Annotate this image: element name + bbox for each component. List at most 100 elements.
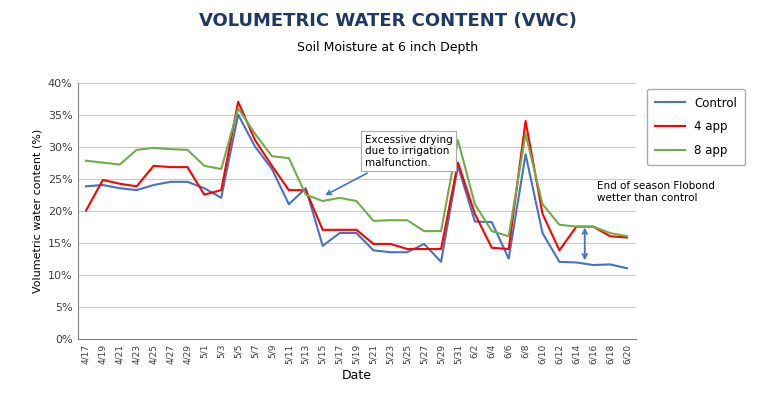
8 app xyxy=(149,145,158,150)
Control xyxy=(132,188,141,192)
8 app xyxy=(521,131,530,136)
4 app xyxy=(419,247,429,252)
8 app xyxy=(98,160,108,165)
Control xyxy=(622,266,632,271)
Control xyxy=(487,220,497,225)
8 app xyxy=(436,229,446,234)
Control xyxy=(115,186,125,191)
4 app xyxy=(622,235,632,240)
8 app xyxy=(470,202,480,206)
8 app xyxy=(115,162,125,167)
Control xyxy=(538,230,547,235)
Control xyxy=(453,163,463,168)
Control xyxy=(572,260,581,265)
Text: VOLUMETRIC WATER CONTENT (VWC): VOLUMETRIC WATER CONTENT (VWC) xyxy=(198,12,577,31)
4 app xyxy=(335,227,344,232)
4 app xyxy=(504,247,513,252)
Text: Soil Moisture at 6 inch Depth: Soil Moisture at 6 inch Depth xyxy=(297,41,478,54)
Control xyxy=(284,202,294,206)
4 app xyxy=(453,160,463,165)
Control xyxy=(555,259,564,264)
4 app xyxy=(166,165,175,170)
8 app xyxy=(453,138,463,142)
8 app xyxy=(335,195,344,200)
8 app xyxy=(555,222,564,227)
Text: End of season Flobond
wetter than control: End of season Flobond wetter than contro… xyxy=(597,181,715,203)
4 app xyxy=(436,247,446,252)
Line: 8 app: 8 app xyxy=(86,108,627,236)
Control xyxy=(250,144,260,149)
4 app xyxy=(572,224,581,229)
4 app xyxy=(81,208,91,213)
8 app xyxy=(622,234,632,239)
8 app xyxy=(538,202,547,206)
Text: Excessive drying
due to irrigation
malfunction.: Excessive drying due to irrigation malfu… xyxy=(327,135,453,195)
Control xyxy=(436,259,446,264)
8 app xyxy=(132,147,141,152)
4 app xyxy=(555,248,564,253)
4 app xyxy=(200,192,209,197)
8 app xyxy=(250,131,260,136)
Control xyxy=(149,183,158,188)
8 app xyxy=(419,229,429,234)
8 app xyxy=(386,218,395,223)
Control xyxy=(216,195,226,200)
8 app xyxy=(605,230,615,235)
8 app xyxy=(487,229,497,234)
Line: Control: Control xyxy=(86,114,627,268)
8 app xyxy=(267,154,277,159)
Control xyxy=(318,243,327,248)
Control xyxy=(166,179,175,184)
8 app xyxy=(233,106,243,111)
8 app xyxy=(572,224,581,229)
4 app xyxy=(216,188,226,192)
4 app xyxy=(318,227,327,232)
8 app xyxy=(504,234,513,239)
4 app xyxy=(115,181,125,186)
4 app xyxy=(470,211,480,216)
4 app xyxy=(132,184,141,189)
Control xyxy=(267,166,277,171)
Control xyxy=(605,262,615,267)
4 app xyxy=(605,234,615,239)
Control xyxy=(335,230,344,235)
4 app xyxy=(183,165,192,170)
4 app xyxy=(267,163,277,168)
Control xyxy=(419,242,429,247)
4 app xyxy=(149,163,158,168)
Control xyxy=(504,256,513,261)
8 app xyxy=(166,147,175,152)
8 app xyxy=(216,166,226,171)
4 app xyxy=(588,224,598,229)
Legend: Control, 4 app, 8 app: Control, 4 app, 8 app xyxy=(647,88,746,165)
Control xyxy=(183,179,192,184)
8 app xyxy=(183,147,192,152)
4 app xyxy=(538,211,547,216)
Control xyxy=(352,230,361,235)
4 app xyxy=(386,242,395,247)
4 app xyxy=(352,227,361,232)
Control xyxy=(200,186,209,191)
Control xyxy=(588,263,598,268)
4 app xyxy=(250,138,260,142)
8 app xyxy=(318,199,327,204)
X-axis label: Date: Date xyxy=(342,369,371,382)
Control xyxy=(233,112,243,117)
8 app xyxy=(352,199,361,204)
4 app xyxy=(98,178,108,183)
8 app xyxy=(588,224,598,229)
8 app xyxy=(301,192,311,197)
Control xyxy=(386,250,395,255)
4 app xyxy=(301,188,311,192)
Control xyxy=(98,183,108,188)
Y-axis label: Volumetric water content (%): Volumetric water content (%) xyxy=(33,128,43,293)
Control xyxy=(470,219,480,224)
4 app xyxy=(284,188,294,192)
4 app xyxy=(521,119,530,123)
Control xyxy=(402,250,412,255)
Control xyxy=(81,184,91,189)
Control xyxy=(521,152,530,157)
4 app xyxy=(369,242,378,247)
Control xyxy=(301,186,311,191)
4 app xyxy=(402,247,412,252)
